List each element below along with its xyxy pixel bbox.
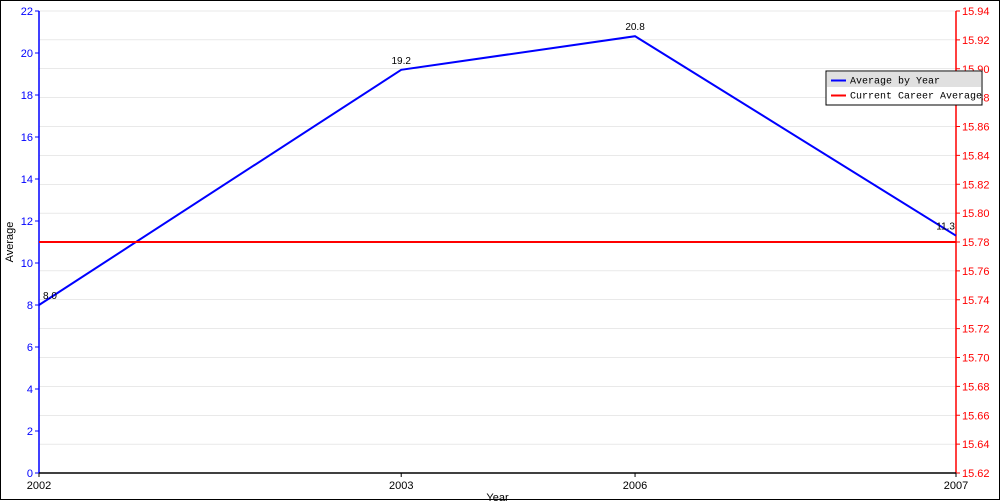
y-right-tick-label: 15.76 <box>962 266 990 278</box>
y-left-tick-label: 2 <box>27 426 33 438</box>
legend-label: Average by Year <box>850 76 940 88</box>
y-left-tick-label: 10 <box>21 258 33 270</box>
y-right-tick-label: 15.92 <box>962 35 990 47</box>
y-right-tick-label: 15.66 <box>962 410 990 422</box>
y-left-tick-label: 0 <box>27 468 33 480</box>
x-tick-label: 2003 <box>389 480 413 492</box>
y-left-tick-label: 6 <box>27 342 33 354</box>
y-left-tick-label: 22 <box>21 6 33 18</box>
y-right-tick-label: 15.64 <box>962 439 990 451</box>
y-left-tick-label: 20 <box>21 48 33 60</box>
point-label: 11.3 <box>936 222 955 233</box>
point-label: 19.2 <box>391 56 411 67</box>
y-left-tick-label: 16 <box>21 132 33 144</box>
x-tick-label: 2007 <box>944 480 968 492</box>
y-right-tick-label: 15.68 <box>962 381 990 393</box>
y-left-tick-label: 8 <box>27 300 33 312</box>
y-left-tick-label: 18 <box>21 90 33 102</box>
y-right-tick-label: 15.78 <box>962 237 990 249</box>
x-tick-label: 2006 <box>623 480 647 492</box>
x-tick-label: 2002 <box>27 480 51 492</box>
y-right-tick-label: 15.84 <box>962 150 990 162</box>
y-left-axis-label: Average <box>4 222 16 263</box>
y-right-tick-label: 15.70 <box>962 353 990 365</box>
y-left-tick-label: 14 <box>21 174 33 186</box>
point-label: 20.8 <box>625 22 645 33</box>
y-right-tick-label: 15.94 <box>962 6 990 18</box>
y-right-tick-label: 15.72 <box>962 324 990 336</box>
chart-container: 0 2 4 6 8 10 12 14 16 18 20 22 15.62 15.64 15.66 15.68 1… <box>0 0 1000 500</box>
y-right-tick-label: 15.80 <box>962 208 990 220</box>
y-left-tick-label: 4 <box>27 384 33 396</box>
y-left-tick-label: 12 <box>21 216 33 228</box>
series-line <box>39 36 956 305</box>
legend-label: Current Career Average <box>850 92 982 103</box>
y-right-tick-label: 15.82 <box>962 179 990 191</box>
y-right-tick-label: 15.62 <box>962 468 990 480</box>
y-right-tick-label: 15.86 <box>962 122 990 134</box>
point-label: 8.0 <box>43 291 57 302</box>
chart-svg: 0 2 4 6 8 10 12 14 16 18 20 22 15.62 15.64 15.66 15.68 1… <box>1 1 1000 501</box>
y-right-tick-label: 15.74 <box>962 295 990 307</box>
